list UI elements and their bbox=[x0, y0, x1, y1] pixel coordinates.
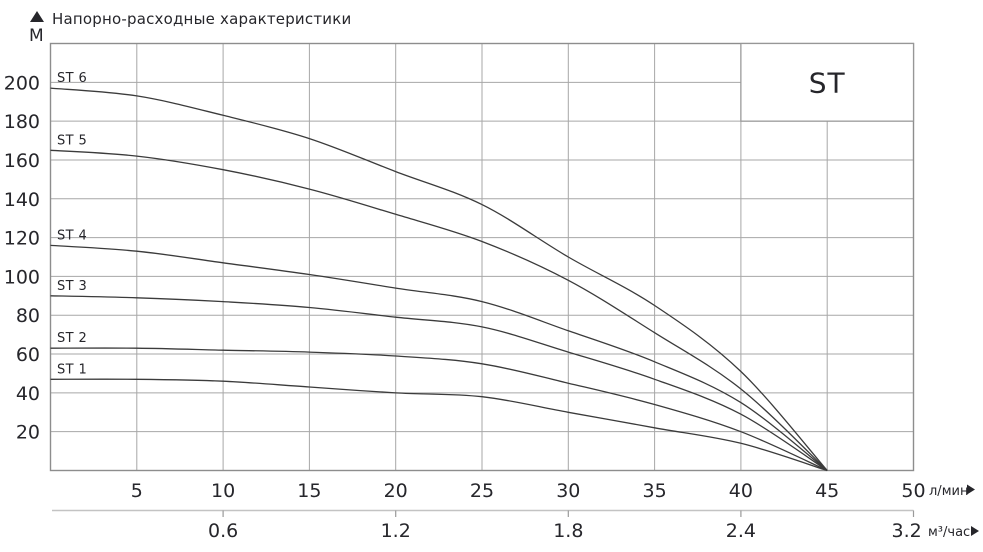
y-tick-label: 200 bbox=[4, 72, 40, 94]
x-tick-label: 50 bbox=[901, 480, 925, 502]
legend-box bbox=[740, 42, 915, 122]
y-tick-label: 120 bbox=[4, 228, 40, 250]
y-tick-label: 180 bbox=[4, 111, 40, 133]
x-tick-label: 25 bbox=[470, 480, 494, 502]
plot-border bbox=[49, 42, 915, 472]
curve-label-st-1: ST 1 bbox=[57, 362, 87, 377]
legend-label: ST bbox=[809, 66, 846, 99]
chart-header: М Напорно-расходные характеристики bbox=[0, 0, 983, 48]
curve-st-5 bbox=[50, 149, 828, 471]
y-tick-label: 20 bbox=[16, 422, 40, 444]
secondary-tick-label: 3.2 bbox=[891, 520, 921, 542]
y-tick-label: 140 bbox=[4, 189, 40, 211]
x-tick-label: 5 bbox=[131, 480, 143, 502]
secondary-tick-label: 2.4 bbox=[726, 520, 756, 542]
x-tick-label: 35 bbox=[643, 480, 667, 502]
x-tick-label: 20 bbox=[384, 480, 408, 502]
curve-st-6 bbox=[50, 87, 828, 471]
secondary-tick-label: 1.2 bbox=[381, 520, 411, 542]
curve-st-3 bbox=[50, 295, 828, 472]
x-tick-label: 45 bbox=[815, 480, 839, 502]
x-tick-label: 30 bbox=[556, 480, 580, 502]
page-title: Напорно-расходные характеристики bbox=[52, 10, 352, 28]
secondary-axis-arrow-icon bbox=[971, 526, 979, 536]
secondary-axis-unit-label: м³/час bbox=[928, 525, 970, 540]
x-axis-arrow-icon bbox=[967, 484, 975, 495]
curve-label-st-2: ST 2 bbox=[57, 331, 87, 346]
x-tick-label: 10 bbox=[211, 480, 235, 502]
x-axis-unit-label: л/мин bbox=[929, 484, 968, 499]
y-axis-unit-label: М bbox=[29, 26, 44, 46]
y-axis-arrow-icon bbox=[30, 11, 44, 22]
y-tick-label: 60 bbox=[16, 344, 40, 366]
y-tick-label: 160 bbox=[4, 150, 40, 172]
curve-st-2 bbox=[50, 347, 828, 472]
y-tick-label: 80 bbox=[16, 305, 40, 327]
curve-st-4 bbox=[50, 244, 828, 472]
curve-label-st-3: ST 3 bbox=[57, 279, 87, 294]
y-tick-label: 40 bbox=[16, 383, 40, 405]
curve-label-st-5: ST 5 bbox=[57, 133, 87, 148]
x-tick-label: 15 bbox=[297, 480, 321, 502]
curve-label-st-4: ST 4 bbox=[57, 228, 87, 243]
curve-label-st-6: ST 6 bbox=[57, 71, 87, 86]
secondary-tick-label: 1.8 bbox=[553, 520, 583, 542]
y-tick-label: 100 bbox=[4, 266, 40, 288]
curve-st-1 bbox=[50, 378, 828, 472]
x-tick-label: 40 bbox=[729, 480, 753, 502]
secondary-tick-label: 0.6 bbox=[208, 520, 238, 542]
